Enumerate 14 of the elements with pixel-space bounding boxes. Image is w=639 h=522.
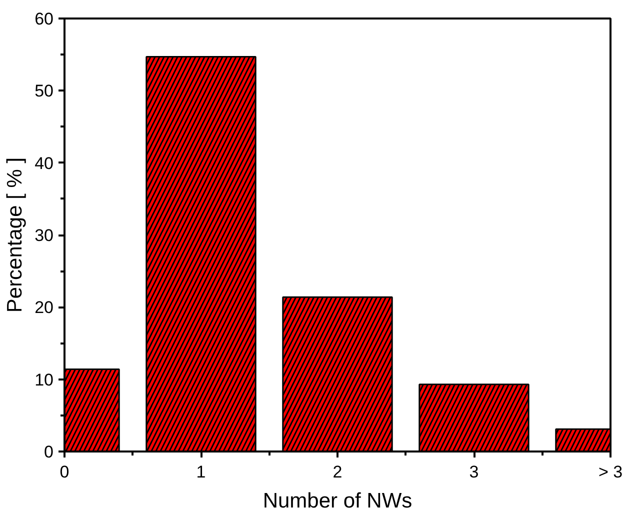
y-tick-label: 60 bbox=[34, 10, 54, 28]
x-axis-title: Number of NWs bbox=[262, 490, 412, 512]
y-axis-title: Percentage [ % ] bbox=[4, 157, 27, 313]
x-tick-label: 3 bbox=[469, 462, 479, 482]
x-tick-label: 1 bbox=[196, 462, 206, 482]
y-tick-label: 0 bbox=[44, 442, 54, 462]
y-tick-label: 50 bbox=[34, 82, 54, 101]
y-tick-label: 10 bbox=[34, 370, 54, 390]
y-tick-label: 20 bbox=[34, 298, 54, 318]
x-tick-label: 2 bbox=[332, 462, 342, 482]
y-tick-label: 30 bbox=[34, 226, 54, 245]
x-tick-label: > 3 bbox=[598, 462, 623, 482]
y-tick-label: 40 bbox=[34, 154, 54, 173]
x-tick-label: 0 bbox=[60, 462, 70, 482]
